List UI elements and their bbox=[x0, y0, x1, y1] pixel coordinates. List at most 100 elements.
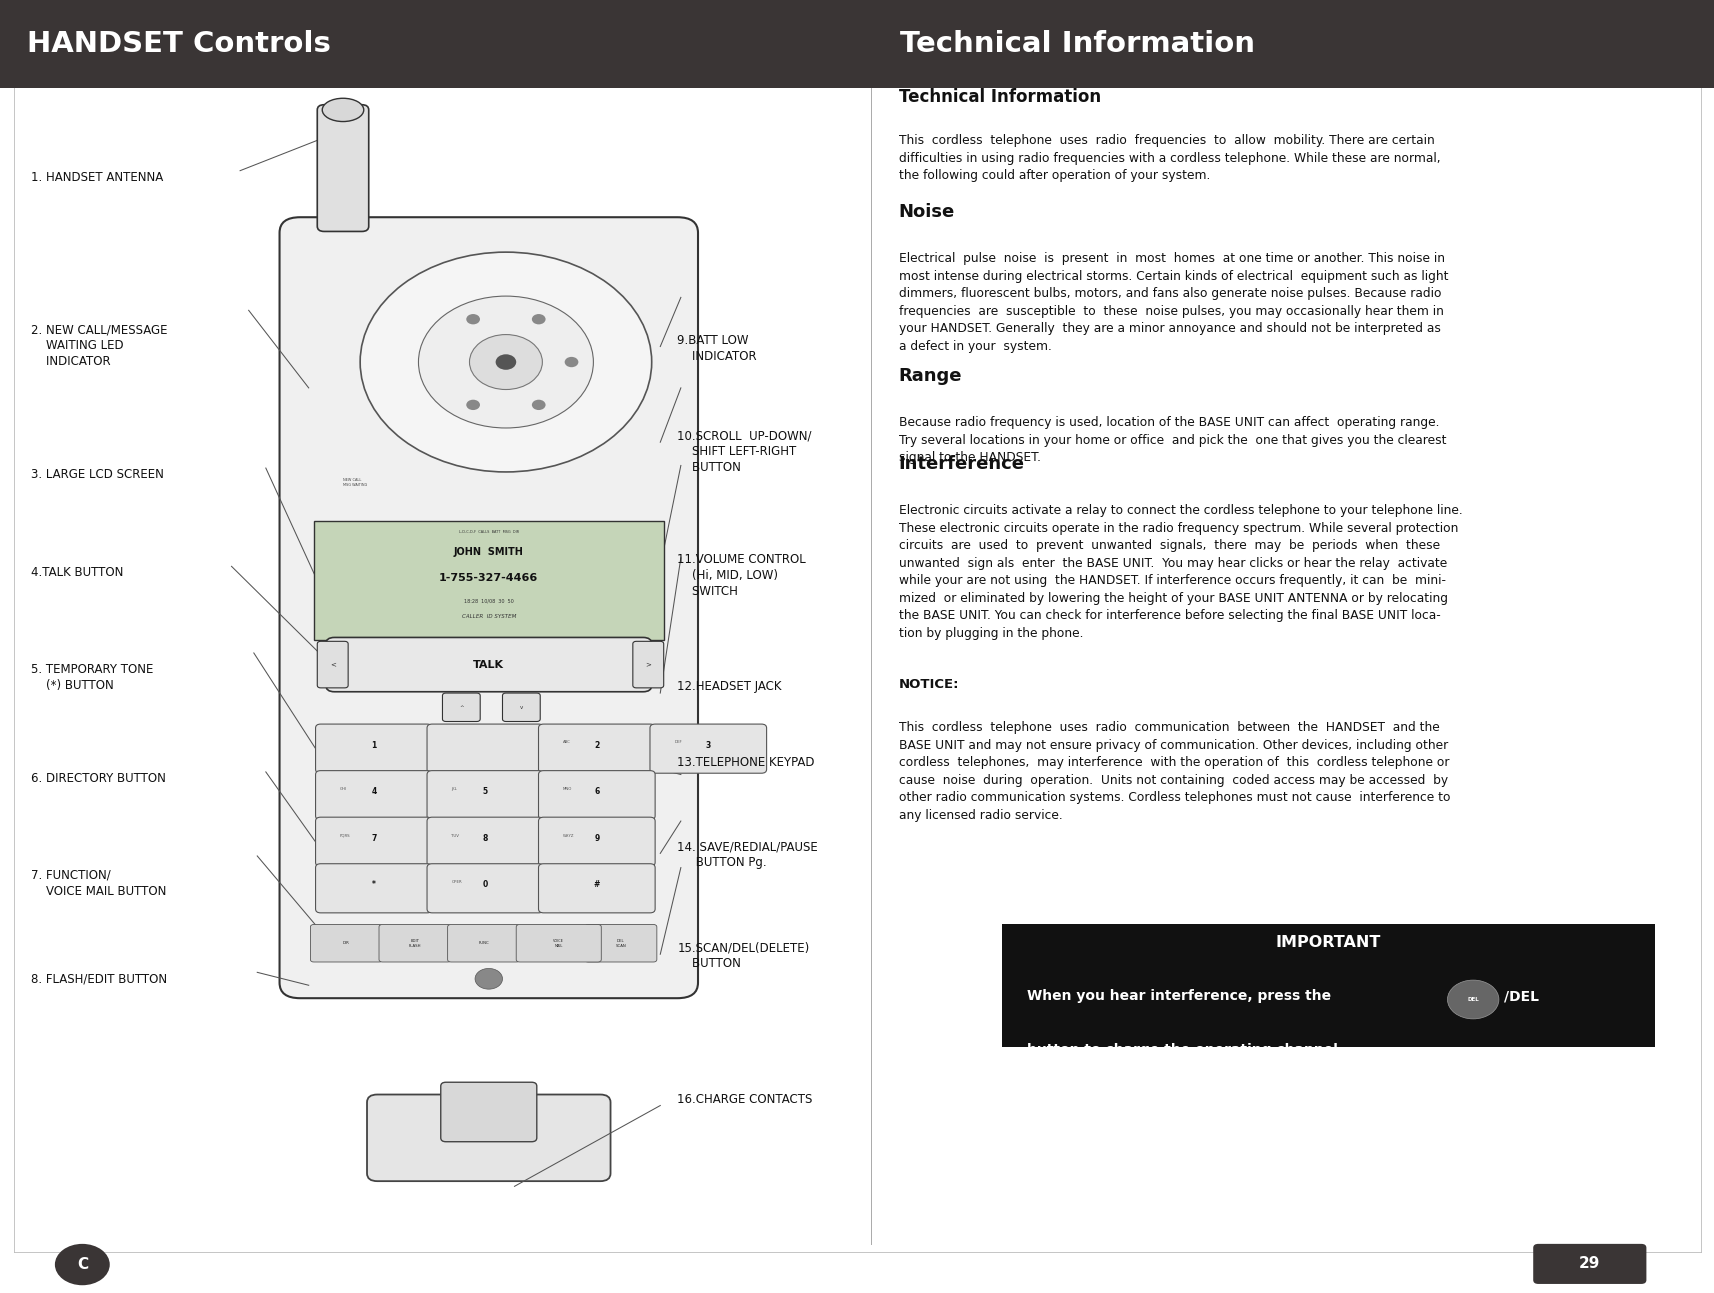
Text: IMPORTANT: IMPORTANT bbox=[1275, 935, 1380, 950]
Circle shape bbox=[466, 314, 480, 325]
Text: 4.TALK BUTTON: 4.TALK BUTTON bbox=[31, 566, 123, 579]
Text: /DEL: /DEL bbox=[1503, 989, 1537, 1003]
Text: v: v bbox=[519, 705, 523, 710]
FancyBboxPatch shape bbox=[447, 924, 519, 962]
Text: 9.BATT LOW
    INDICATOR: 9.BATT LOW INDICATOR bbox=[677, 334, 756, 362]
Text: GHI: GHI bbox=[339, 787, 346, 791]
FancyBboxPatch shape bbox=[1532, 1244, 1645, 1284]
Text: 4: 4 bbox=[370, 787, 377, 796]
Text: NOTICE:: NOTICE: bbox=[898, 678, 958, 690]
Circle shape bbox=[531, 400, 545, 410]
Text: Range: Range bbox=[898, 367, 962, 385]
Text: This  cordless  telephone  uses  radio  communication  between  the  HANDSET  an: This cordless telephone uses radio commu… bbox=[898, 721, 1450, 822]
Text: 16.CHARGE CONTACTS: 16.CHARGE CONTACTS bbox=[677, 1093, 812, 1106]
FancyBboxPatch shape bbox=[427, 771, 543, 820]
Circle shape bbox=[55, 1244, 110, 1285]
Text: VOICE
MAIL: VOICE MAIL bbox=[554, 939, 564, 948]
Text: 6. DIRECTORY BUTTON: 6. DIRECTORY BUTTON bbox=[31, 772, 166, 785]
FancyBboxPatch shape bbox=[317, 105, 369, 231]
Text: *: * bbox=[372, 881, 375, 890]
Text: DIR: DIR bbox=[343, 941, 350, 945]
Text: >: > bbox=[644, 662, 651, 667]
Circle shape bbox=[564, 357, 578, 367]
Text: 7. FUNCTION/
    VOICE MAIL BUTTON: 7. FUNCTION/ VOICE MAIL BUTTON bbox=[31, 869, 166, 897]
FancyBboxPatch shape bbox=[379, 924, 451, 962]
Text: Because radio frequency is used, location of the BASE UNIT can affect  operating: Because radio frequency is used, locatio… bbox=[898, 416, 1445, 464]
Text: JKL: JKL bbox=[451, 787, 458, 791]
Text: Technical Information: Technical Information bbox=[898, 88, 1100, 106]
FancyBboxPatch shape bbox=[279, 217, 698, 998]
Text: When you hear interference, press the: When you hear interference, press the bbox=[1027, 989, 1330, 1003]
Text: 10.SCROLL  UP-DOWN/
    SHIFT LEFT-RIGHT
    BUTTON: 10.SCROLL UP-DOWN/ SHIFT LEFT-RIGHT BUTT… bbox=[677, 429, 811, 475]
Text: 14. SAVE/REDIAL/PAUSE
     BUTTON Pg.: 14. SAVE/REDIAL/PAUSE BUTTON Pg. bbox=[677, 840, 818, 869]
Circle shape bbox=[1447, 980, 1498, 1019]
Text: HANDSET Controls: HANDSET Controls bbox=[27, 30, 331, 58]
Text: 29: 29 bbox=[1579, 1257, 1599, 1271]
Circle shape bbox=[360, 252, 651, 472]
Text: 8. FLASH/EDIT BUTTON: 8. FLASH/EDIT BUTTON bbox=[31, 972, 166, 985]
Text: DEL: DEL bbox=[1467, 997, 1477, 1002]
Text: L-D-C-D-F  CALLS  BATT  MSG  DIR: L-D-C-D-F CALLS BATT MSG DIR bbox=[458, 530, 519, 534]
Text: This  cordless  telephone  uses  radio  frequencies  to  allow  mobility. There : This cordless telephone uses radio frequ… bbox=[898, 134, 1440, 182]
FancyBboxPatch shape bbox=[317, 641, 348, 688]
Text: #: # bbox=[593, 881, 600, 890]
FancyBboxPatch shape bbox=[442, 693, 480, 721]
FancyBboxPatch shape bbox=[538, 864, 655, 913]
Circle shape bbox=[418, 296, 593, 428]
Circle shape bbox=[466, 400, 480, 410]
Text: DEF: DEF bbox=[674, 741, 682, 745]
FancyBboxPatch shape bbox=[516, 924, 602, 962]
FancyBboxPatch shape bbox=[440, 1082, 536, 1142]
Text: TALK: TALK bbox=[473, 659, 504, 670]
Text: Electrical  pulse  noise  is  present  in  most  homes  at one time or another. : Electrical pulse noise is present in mos… bbox=[898, 252, 1447, 353]
FancyBboxPatch shape bbox=[315, 864, 432, 913]
FancyBboxPatch shape bbox=[427, 817, 543, 866]
Text: 2. NEW CALL/MESSAGE
    WAITING LED
    INDICATOR: 2. NEW CALL/MESSAGE WAITING LED INDICATO… bbox=[31, 323, 168, 369]
FancyBboxPatch shape bbox=[427, 864, 543, 913]
FancyBboxPatch shape bbox=[538, 771, 655, 820]
FancyBboxPatch shape bbox=[502, 693, 540, 721]
Text: 1. HANDSET ANTENNA: 1. HANDSET ANTENNA bbox=[31, 171, 163, 184]
Text: C: C bbox=[77, 1257, 87, 1272]
Text: 0: 0 bbox=[482, 881, 488, 890]
Ellipse shape bbox=[322, 98, 363, 122]
Text: JOHN  SMITH: JOHN SMITH bbox=[454, 547, 523, 557]
Text: DEL
SCAN: DEL SCAN bbox=[615, 939, 626, 948]
Text: 1-755-327-4466: 1-755-327-4466 bbox=[439, 573, 538, 583]
Text: EDIT
FLASH: EDIT FLASH bbox=[408, 939, 422, 948]
Circle shape bbox=[475, 968, 502, 989]
Text: OPER: OPER bbox=[451, 881, 461, 884]
Text: <: < bbox=[329, 662, 336, 667]
FancyBboxPatch shape bbox=[315, 771, 432, 820]
Circle shape bbox=[531, 314, 545, 325]
Text: Technical Information: Technical Information bbox=[900, 30, 1255, 58]
Text: button to charge the operating channel.: button to charge the operating channel. bbox=[1027, 1043, 1342, 1058]
Text: 18:28  10/08  30  50: 18:28 10/08 30 50 bbox=[463, 599, 514, 604]
Text: 15.SCAN/DEL(DELETE)
    BUTTON: 15.SCAN/DEL(DELETE) BUTTON bbox=[677, 941, 809, 970]
Text: TUV: TUV bbox=[451, 834, 459, 838]
Text: MNO: MNO bbox=[562, 787, 572, 791]
FancyBboxPatch shape bbox=[1001, 924, 1654, 1047]
Text: Electronic circuits activate a relay to connect the cordless telephone to your t: Electronic circuits activate a relay to … bbox=[898, 504, 1462, 640]
Text: WXYZ: WXYZ bbox=[562, 834, 574, 838]
Text: 7: 7 bbox=[370, 834, 377, 843]
FancyBboxPatch shape bbox=[367, 1094, 610, 1182]
Text: 13.TELEPHONE KEYPAD: 13.TELEPHONE KEYPAD bbox=[677, 756, 814, 769]
Circle shape bbox=[495, 354, 516, 370]
FancyBboxPatch shape bbox=[315, 724, 432, 773]
Text: FUNC: FUNC bbox=[478, 941, 488, 945]
FancyBboxPatch shape bbox=[314, 521, 663, 640]
Text: Interference: Interference bbox=[898, 455, 1023, 473]
FancyBboxPatch shape bbox=[315, 817, 432, 866]
Text: 9: 9 bbox=[593, 834, 600, 843]
FancyBboxPatch shape bbox=[650, 724, 766, 773]
FancyBboxPatch shape bbox=[310, 924, 382, 962]
Text: ABC: ABC bbox=[562, 741, 571, 745]
Text: 6: 6 bbox=[593, 787, 600, 796]
FancyBboxPatch shape bbox=[632, 641, 663, 688]
Text: 1: 1 bbox=[370, 741, 377, 750]
FancyBboxPatch shape bbox=[427, 724, 543, 773]
FancyBboxPatch shape bbox=[538, 817, 655, 866]
Text: 3: 3 bbox=[704, 741, 711, 750]
Text: 3. LARGE LCD SCREEN: 3. LARGE LCD SCREEN bbox=[31, 468, 163, 481]
